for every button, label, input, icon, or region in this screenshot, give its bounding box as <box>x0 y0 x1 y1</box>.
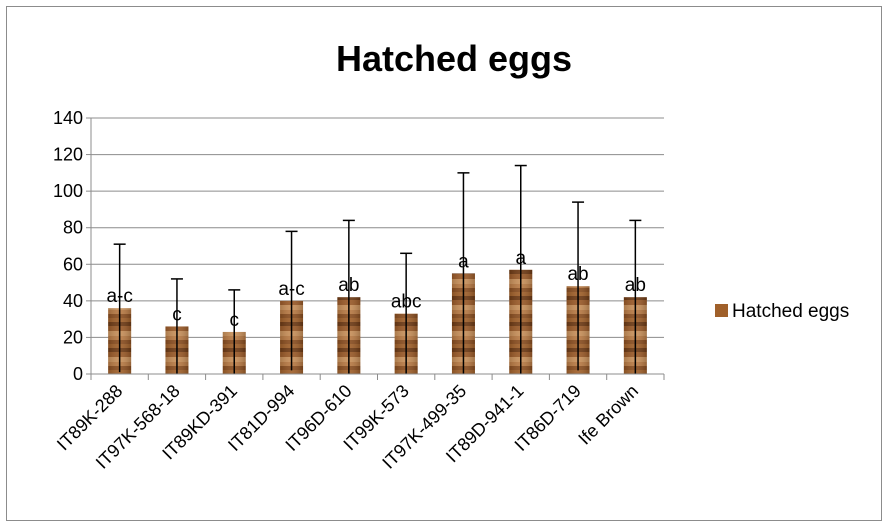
y-tick-label: 120 <box>53 145 83 165</box>
legend-label: Hatched eggs <box>732 301 849 322</box>
error-bar <box>629 219 642 374</box>
chart-title: Hatched eggs <box>336 38 572 79</box>
y-tick-label: 100 <box>53 181 83 201</box>
significance-label: ab <box>567 264 588 285</box>
error-bar <box>342 219 355 374</box>
significance-label: ab <box>338 275 359 296</box>
y-tick-label: 20 <box>63 327 83 347</box>
error-bars <box>113 164 642 374</box>
error-bar <box>228 289 241 374</box>
bars <box>108 269 647 374</box>
error-bar <box>170 278 183 374</box>
legend-swatch <box>715 304 728 317</box>
y-tick-label: 80 <box>63 218 83 238</box>
significance-label: a-c <box>106 286 132 307</box>
gridlines <box>91 117 664 338</box>
y-tick-label: 40 <box>63 291 83 311</box>
significance-label: c <box>230 310 240 331</box>
chart-area: Hatched eggs 0 20 40 60 80 100 120 140 a-c c c a-c… <box>6 6 882 521</box>
axes <box>86 117 665 380</box>
error-bar <box>285 230 298 371</box>
error-bar <box>514 164 527 374</box>
significance-label: ab <box>625 275 646 296</box>
significance-label: a <box>458 251 469 272</box>
significance-label: abc <box>391 292 422 313</box>
significance-label: c <box>172 304 182 325</box>
error-bar <box>113 243 126 373</box>
x-axis-tick-labels: IT89K-288IT97K-568-18IT89KD-391IT81D-994… <box>53 381 642 473</box>
error-bar <box>400 252 413 374</box>
significance-label: a <box>515 248 526 269</box>
x-tick-label: Ife Brown <box>574 381 642 449</box>
legend: Hatched eggs <box>715 301 849 322</box>
y-axis-tick-labels: 0 20 40 60 80 100 120 140 <box>53 108 83 384</box>
y-tick-label: 60 <box>63 254 83 274</box>
error-bar <box>457 172 470 374</box>
error-bar <box>572 201 585 371</box>
significance-labels: a-c c c a-c ab abc a a ab ab <box>106 248 645 331</box>
y-tick-label: 0 <box>73 364 83 384</box>
significance-label: a-c <box>278 279 304 300</box>
y-tick-label: 140 <box>53 108 83 128</box>
